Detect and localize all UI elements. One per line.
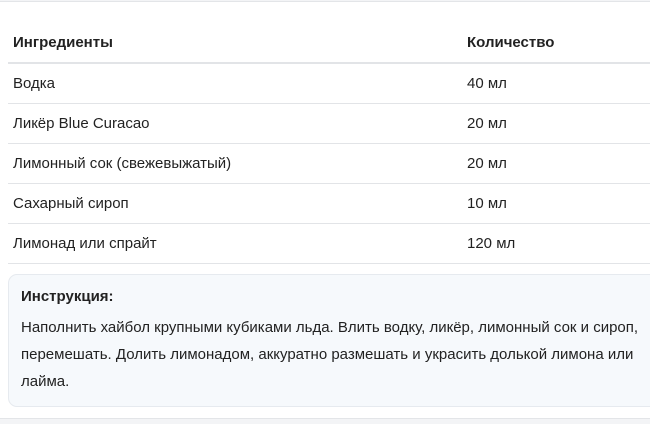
header-amount: Количество <box>462 22 650 64</box>
header-ingredients: Ингредиенты <box>8 22 462 64</box>
table-row: Лимонад или спрайт 120 мл <box>8 223 650 264</box>
table-header-row: Ингредиенты Количество <box>8 22 650 64</box>
ingredient-cell: Ликёр Blue Curacao <box>8 103 462 144</box>
amount-cell: 10 мл <box>462 183 650 224</box>
table-row: Ликёр Blue Curacao 20 мл <box>8 103 650 144</box>
amount-cell: 20 мл <box>462 103 650 144</box>
ingredient-cell: Лимонный сок (свежевыжатый) <box>8 143 462 184</box>
instructions-title: Инструкция: <box>21 288 114 305</box>
amount-cell: 40 мл <box>462 63 650 104</box>
instructions-text: Наполнить хайбол крупными кубиками льда.… <box>21 319 639 390</box>
table-row: Сахарный сироп 10 мл <box>8 183 650 224</box>
ingredients-table: Ингредиенты Количество Водка 40 мл Ликёр … <box>8 22 650 264</box>
table-row: Лимонный сок (свежевыжатый) 20 мл <box>8 143 650 184</box>
ingredient-cell: Водка <box>8 63 462 104</box>
amount-cell: 20 мл <box>462 143 650 184</box>
instructions-box: Инструкция: Наполнить хайбол крупными ку… <box>8 274 650 407</box>
amount-cell: 120 мл <box>462 223 650 264</box>
table-row: Водка 40 мл <box>8 63 650 104</box>
ingredient-cell: Лимонад или спрайт <box>8 223 462 264</box>
ingredient-cell: Сахарный сироп <box>8 183 462 224</box>
